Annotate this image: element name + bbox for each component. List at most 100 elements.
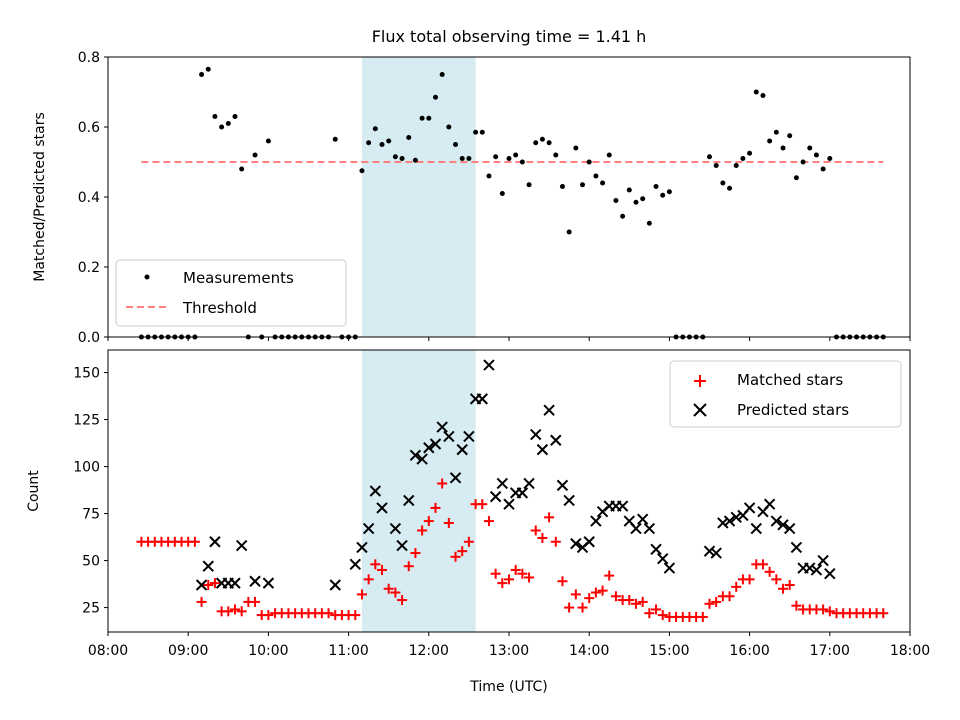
measurement-point [606,152,612,158]
top-y-tick-label: 0.4 [78,190,100,206]
measurement-point [813,152,819,158]
measurement-point [539,136,545,142]
matched-star-point [764,566,775,577]
measurement-point [573,145,579,151]
bottom-highlight-span [361,350,476,632]
matched-star-point [497,578,508,589]
predicted-star-point [463,430,475,443]
bottom-y-tick-label: 25 [82,601,100,617]
bottom-y-tick-label: 150 [73,366,100,382]
matched-star-point [403,561,414,572]
predicted-star-point [356,541,368,554]
measurement-point [780,145,786,151]
predicted-star-point [530,428,542,441]
bottom-y-tick-label: 100 [73,460,100,476]
matched-star-point [651,604,662,615]
top-y-axis-label: Matched/Predicted stars [32,112,48,282]
predicted-star-point [476,393,488,405]
matched-star-point [744,574,755,585]
matched-star-point [597,585,608,596]
matched-star-point [824,606,835,617]
matched-star-point [757,559,768,570]
measurement-point [479,129,485,135]
measurement-point [559,184,565,189]
matched-star-point [610,591,621,602]
measurement-point [412,157,418,163]
measurement-point [486,173,492,179]
predicted-star-point [409,449,422,461]
measurement-point [613,198,619,203]
matched-star-point [550,536,561,547]
matched-star-point [410,548,421,559]
matched-star-point [784,580,795,590]
measurement-point [727,185,733,191]
matched-star-point [437,478,448,489]
matched-star-point [697,611,708,622]
x-tick-label: 12:00 [409,643,449,659]
legend-measurements-label: Measurements [183,269,294,287]
predicted-star-point [436,421,448,433]
matched-star-point [524,572,535,583]
measurement-point [646,220,652,226]
predicted-star-point [403,494,415,507]
measurement-point [519,159,525,165]
measurement-point [493,154,499,160]
matched-star-point [363,574,374,585]
matched-star-point [383,583,394,594]
matched-star-point [477,499,488,510]
measurement-point [553,152,559,158]
predicted-star-point [369,485,382,497]
predicted-star-point [590,515,602,527]
measurement-point [666,189,672,195]
measurement-point [753,89,759,95]
predicted-star-point [235,539,248,552]
matched-star-point [731,581,742,592]
matched-star-point [657,610,668,621]
predicted-star-point [503,498,515,510]
matched-star-point [711,596,722,607]
measurement-point [526,182,532,188]
bottom-legend: Matched stars Predicted stars [669,360,902,428]
predicted-star-point [790,541,803,554]
matched-star-point [443,517,454,528]
matched-star-point [457,546,468,557]
predicted-star-point [496,477,509,490]
measurement-point [513,152,519,158]
matched-star-point [229,604,240,615]
measurement-point [827,156,833,161]
predicted-star-point [229,577,241,589]
measurement-point [800,159,806,165]
matched-star-point [818,604,829,615]
top-y-tick-label: 0.0 [78,330,100,346]
measurement-point [767,138,773,144]
measurement-point [533,140,539,146]
bottom-y-tick-label: 50 [82,554,100,570]
predicted-star-point [423,442,435,454]
predicted-star-point [550,434,562,446]
predicted-star-point [556,479,569,492]
predicted-star-point [483,359,495,371]
predicted-star-point [804,562,816,574]
measurement-point [453,142,459,147]
x-tick-label: 14:00 [569,643,609,659]
top-legend: Measurements Threshold [115,259,347,327]
matched-star-point [390,587,401,598]
predicted-star-point [770,515,783,527]
predicted-star-point [583,536,595,548]
bottom-y-tick-label: 125 [73,413,100,429]
matched-star-point [323,608,334,619]
x-axis-label: Time (UTC) [469,679,547,695]
predicted-star-point [663,562,676,574]
measurement-point [239,166,245,172]
predicted-star-point [650,543,662,555]
predicted-star-point [810,564,823,576]
measurement-point [740,156,746,161]
predicted-star-point [489,490,502,503]
matched-star-point [724,591,735,602]
bottom-y-axis-label: Count [26,470,42,512]
predicted-star-point [449,472,462,484]
predicted-star-point [443,430,455,443]
predicted-star-point [202,560,214,572]
measurement-point [593,173,599,179]
predicted-star-point [195,579,208,591]
